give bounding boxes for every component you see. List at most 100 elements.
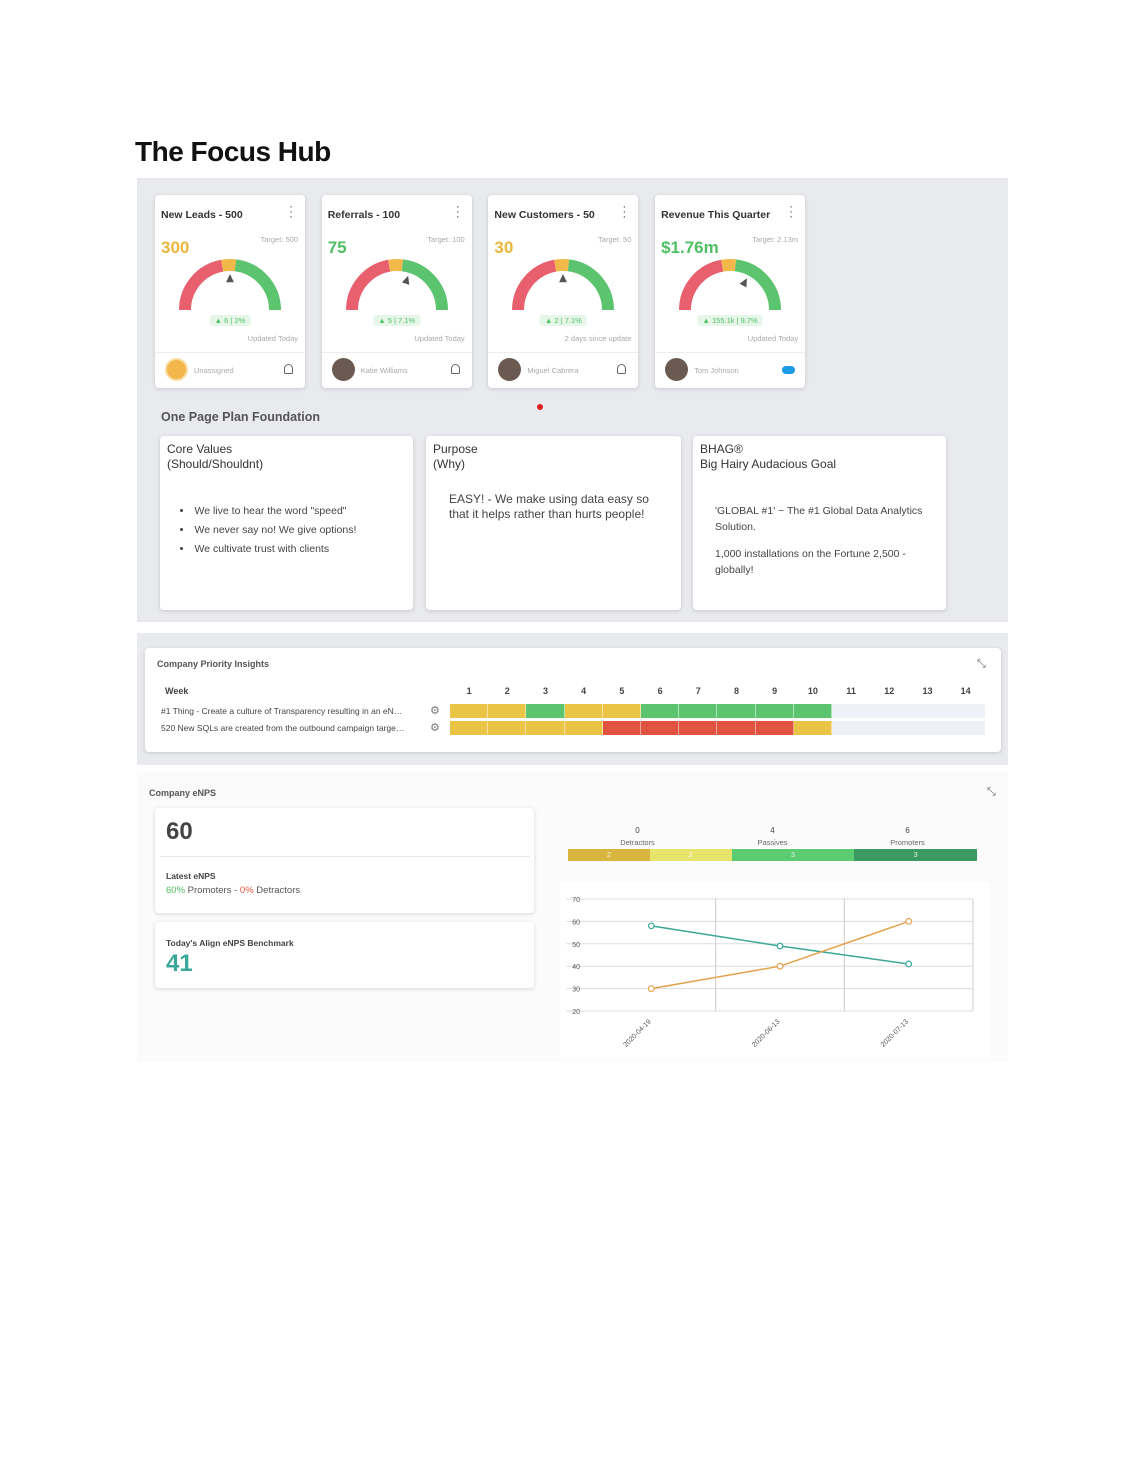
status-cell [526,721,565,735]
value-item: We cultivate trust with clients [180,543,330,555]
gauge-segment [345,259,391,311]
divider [488,352,639,353]
week-number: 10 [807,686,818,696]
kpi-target: Target: 50 [598,235,632,244]
kpi-value: 300 [161,238,190,257]
kpi-updated: Updated Today [414,334,465,343]
plan-card: BHAG® Big Hairy Audacious Goal 'GLOBAL #1'… [693,436,946,610]
kpi-card: New Customers - 50 · · · 30 Target: 50 ▲ 2 | 7… [488,195,639,388]
page-title: The Focus Hub [135,136,331,167]
menu-icon[interactable]: · · · [289,199,293,223]
status-cell [793,721,832,735]
indicator-dot [537,404,543,410]
menu-icon[interactable]: · · · [455,199,460,223]
status-cell [679,704,718,718]
status-cell [870,721,909,735]
gauge-segment [234,259,281,311]
y-tick-label: 20 [572,1009,580,1016]
week-number: 9 [772,686,778,696]
status-cell [641,721,680,735]
value-item: We live to hear the word "speed" [180,505,347,517]
week-number: 3 [542,686,548,696]
owner-name: Unassigned [194,366,234,375]
status-cell [564,704,603,718]
promoters-pct: 60% [166,885,186,896]
status-cell [755,721,794,735]
kpi-updated: Updated Today [247,334,298,343]
distribution-segment: 3 [731,849,855,861]
gauge-needle [401,275,409,285]
chart-bg [560,882,990,1058]
gauge-segment [721,259,737,272]
gauge-segment [179,259,224,311]
kpi-card: Referrals - 100 · · · 75 Target: 100 ▲ 5 | 7.1… [321,195,472,388]
y-tick-label: 70 [572,897,580,904]
kpi-value: $1.76m [661,238,719,257]
plan-card-subtitle: (Should/Shouldnt) [167,457,264,471]
kpi-target: Target: 2.13m [752,235,799,244]
group-label: Promoters [890,838,925,847]
series-point [647,922,655,930]
plan-heading: One Page Plan Foundation [161,410,321,424]
divider [160,856,530,857]
series-point [905,918,913,925]
row-label: 520 New SQLs are created from the outbou… [161,723,405,733]
week-number: 7 [695,686,701,696]
gauge-needle [226,274,234,283]
settings-icon[interactable]: ⚙ [430,705,440,717]
change-pill: ▲ 155.1k | 9.7% [697,315,763,326]
status-cell [602,721,641,735]
avatar [498,358,522,381]
gauge-segment [401,259,448,311]
gauge-segment [387,259,403,272]
gauge [179,259,281,311]
person-icon [450,364,460,374]
gauge-segment [554,259,570,272]
status-cell [488,721,527,735]
status-cell [870,704,909,718]
benchmark-label: Today's Align eNPS Benchmark [166,938,294,948]
group-label: Passives [757,838,788,847]
kpi-updated: 2 days since update [564,334,632,343]
gauge-needle [559,274,568,283]
kpi-title: Revenue This Quarter [661,209,771,221]
gauge [512,259,615,311]
menu-icon[interactable]: · · · [622,199,627,223]
status-cell [450,721,489,735]
change-pill: ▲ 5 | 7.1% [373,315,421,326]
avatar [165,358,188,381]
gauge [679,259,782,311]
enps-score-card [155,808,534,913]
kpi-title: Referrals - 100 [327,209,401,221]
person-icon [284,364,293,374]
status-cell [832,704,871,718]
week-number: 14 [960,686,971,696]
plan-card-subtitle: Big Hairy Audacious Goal [700,457,837,471]
avatar [331,358,355,381]
collapse-icon[interactable]: ⤡ [987,786,996,798]
y-tick-label: 50 [572,942,580,949]
change-pill: ▲ 2 | 7.1% [539,315,587,326]
distribution-segment: 2 [568,849,650,861]
promoters-text: Promoters - [187,885,238,896]
settings-icon[interactable]: ⚙ [430,722,440,734]
kpi-title: New Customers - 50 [494,209,595,221]
status-cell [602,704,641,718]
avatar [665,358,689,381]
owner-name: Tom Johnson [694,366,739,375]
status-cell [908,704,947,718]
gauge [345,259,448,311]
week-number: 12 [884,686,895,696]
collapse-icon[interactable]: ⤡ [977,658,986,670]
week-number: 6 [657,686,663,696]
divider [655,352,806,353]
menu-icon[interactable]: · · · [789,199,794,223]
line-chart: 20 30 40 50 60 70 2020-04-19 2020-06-13 2020-07-… [566,897,974,1049]
plan-card: Core Values(Should/Shouldnt) We live to h… [160,436,413,610]
week-number: 4 [581,686,587,696]
series-point [647,985,655,992]
kpi-target: Target: 100 [427,235,465,244]
benchmark-card [155,922,534,988]
status-cell [679,721,718,735]
x-tick-label: 2020-06-13 [751,1018,781,1048]
